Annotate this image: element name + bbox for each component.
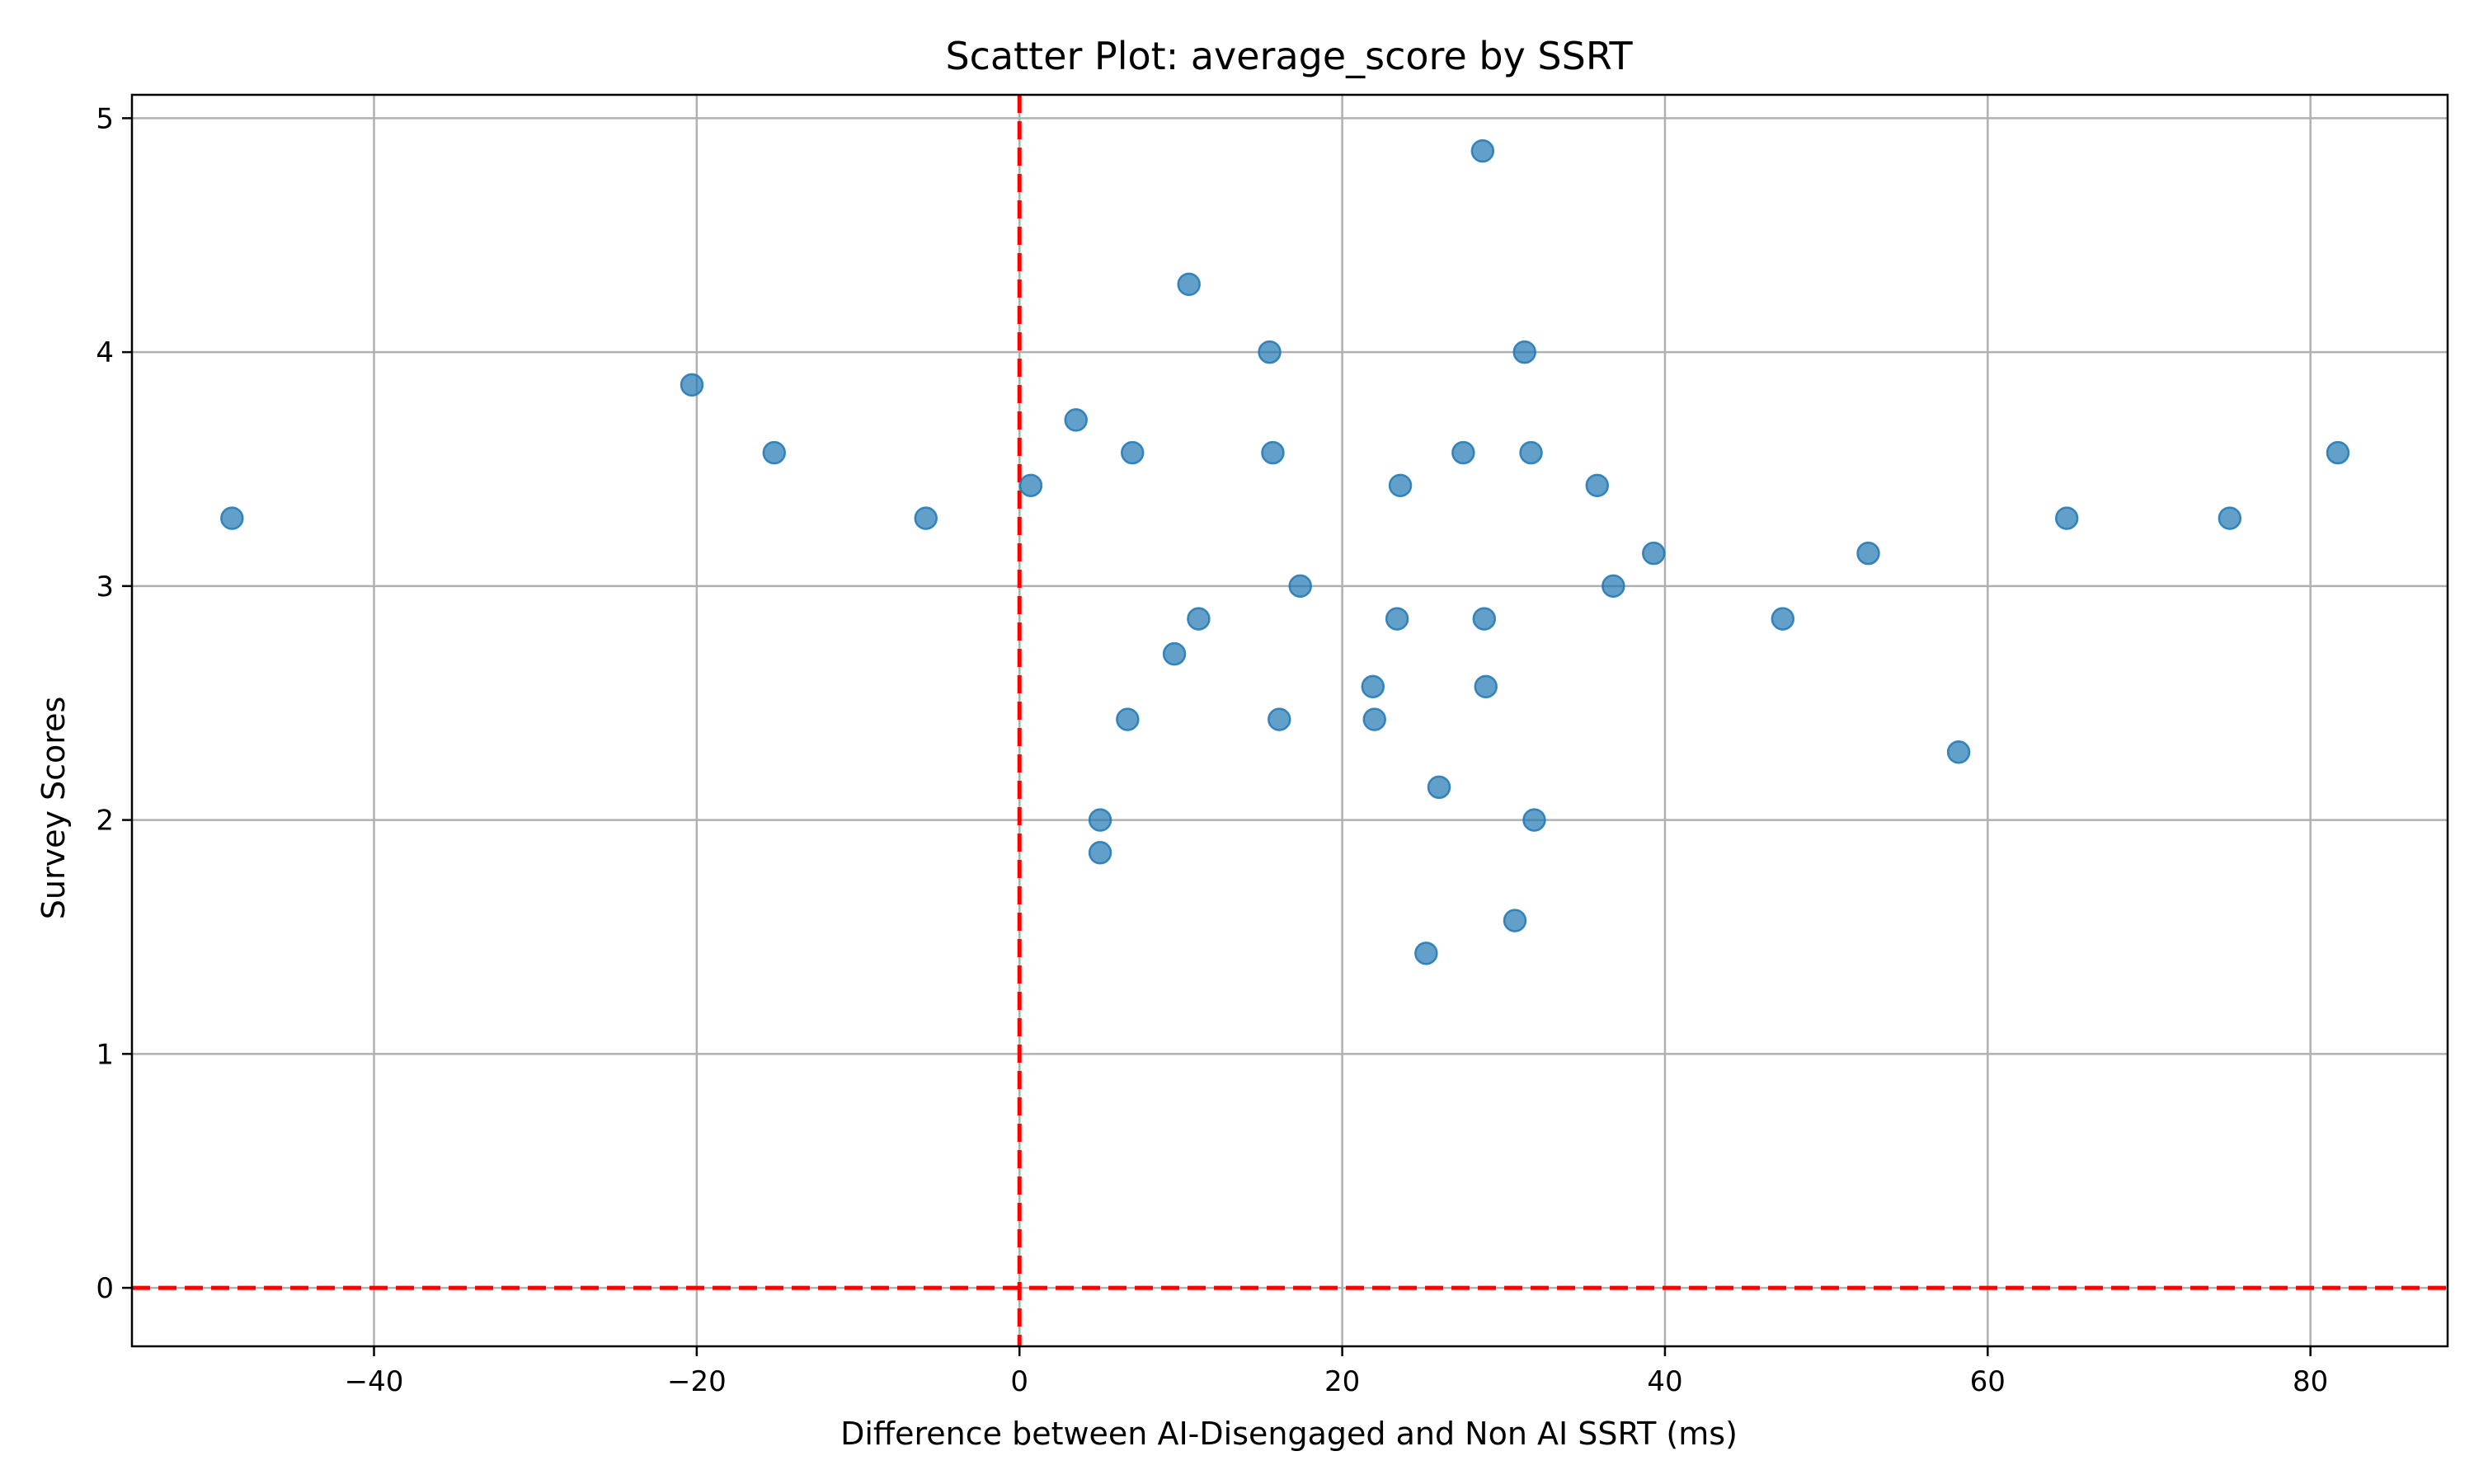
data-point [1064,408,1088,432]
data-point [2054,506,2079,530]
data-point [1258,340,1282,364]
data-point [1162,641,1187,666]
data-point [1414,942,1438,965]
data-point [1187,607,1211,631]
x-tick-label: 80 [2293,1365,2328,1398]
points-layer [220,139,2350,965]
data-point [1503,909,1527,932]
data-point [1512,340,1536,364]
data-point [1602,574,1625,599]
data-point [1362,707,1386,731]
data-point [1585,473,1610,498]
y-tick-label: 2 [96,805,114,838]
data-point [1472,607,1497,631]
data-point [1088,841,1112,865]
data-point [220,506,244,530]
x-tick-label: −20 [667,1365,727,1398]
data-point [1522,808,1546,832]
x-tick-label: 0 [1010,1365,1028,1398]
data-point [1642,541,1666,566]
data-point [1288,574,1312,599]
data-point [1018,473,1043,498]
x-tick-label: 40 [1647,1365,1682,1398]
data-point [1427,775,1451,800]
data-point [680,373,704,397]
data-point [1856,541,1880,566]
x-tick-label: 20 [1324,1365,1360,1398]
y-tick-label: 1 [96,1038,114,1071]
y-tick-label: 5 [96,102,114,135]
data-point [1385,607,1409,631]
plot-frame [130,93,2449,1348]
data-point [2326,440,2350,465]
grid-layer [132,95,2448,1346]
y-tick-label: 4 [96,336,114,369]
data-point [1261,440,1285,465]
y-tick-label: 3 [96,571,114,603]
reference-lines [132,95,2448,1346]
data-point [762,440,787,465]
data-point [1177,272,1201,297]
axis-ticks: −40 −20 0 20 40 60 80 0 1 2 3 4 5 [96,102,2328,1398]
data-point [1361,674,1385,699]
chart-title: Scatter Plot: average_score by SSRT [945,34,1633,78]
data-point [1474,674,1498,699]
y-axis-label: Survey Scores [35,697,72,920]
data-point [1268,707,1291,731]
data-point [1088,808,1112,832]
data-point [1116,707,1140,731]
x-axis-label: Difference between AI-Disengaged and Non… [840,1416,1738,1452]
data-point [914,506,938,530]
data-point [1451,440,1475,465]
x-tick-label: −40 [345,1365,404,1398]
x-tick-label: 60 [1970,1365,2006,1398]
data-point [1771,607,1795,631]
data-point [1470,139,1495,163]
data-point [1519,440,1543,465]
data-point [2218,506,2242,530]
y-tick-label: 0 [96,1272,114,1305]
data-point [1120,440,1145,465]
data-point [1946,740,1971,764]
data-point [1388,473,1413,498]
